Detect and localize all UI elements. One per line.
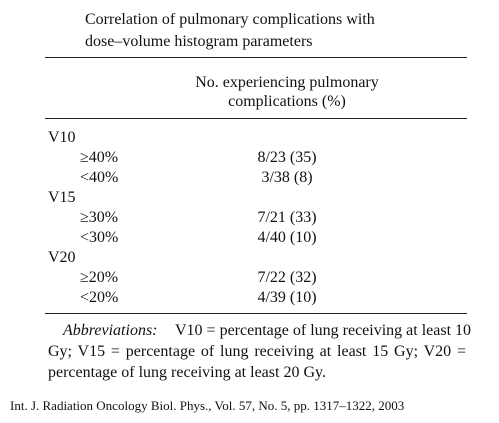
row-label: <20% [80, 289, 119, 306]
rule [45, 57, 467, 58]
footnote-label-text: Abbreviations: [63, 322, 158, 339]
citation: Int. J. Radiation Oncology Biol. Phys., … [10, 398, 405, 413]
header-line: complications (%) [228, 93, 346, 110]
footnote-line: V10 = percentage of lung receiving at le… [175, 322, 472, 339]
group-name: V10 [48, 129, 76, 146]
group-name: V15 [48, 189, 76, 206]
row-label: ≥40% [80, 149, 119, 166]
title-line: Correlation of pulmonary complications w… [85, 11, 375, 28]
group-name: V20 [48, 249, 76, 266]
rule [45, 313, 467, 314]
row-value: 3/38 (8) [261, 169, 313, 186]
row-label: ≥20% [80, 269, 119, 286]
row-value: 7/22 (32) [257, 269, 317, 286]
row-label: ≥30% [80, 209, 119, 226]
footnote-line: Gy; V15 = percentage of lung receiving a… [48, 343, 466, 360]
row-label: <40% [80, 169, 119, 186]
row-value: 4/40 (10) [257, 229, 317, 246]
header-line: No. experiencing pulmonary [195, 74, 379, 91]
title-line: dose–volume histogram parameters [85, 33, 313, 50]
row-value: 7/21 (33) [257, 209, 317, 226]
row-value: 4/39 (10) [257, 289, 317, 306]
row-label: <30% [80, 229, 119, 246]
footnote-label: Abbreviations: [63, 321, 158, 341]
rule [45, 118, 467, 119]
footnote-line: percentage of lung receiving at least 20… [48, 364, 326, 381]
row-value: 8/23 (35) [257, 149, 317, 166]
